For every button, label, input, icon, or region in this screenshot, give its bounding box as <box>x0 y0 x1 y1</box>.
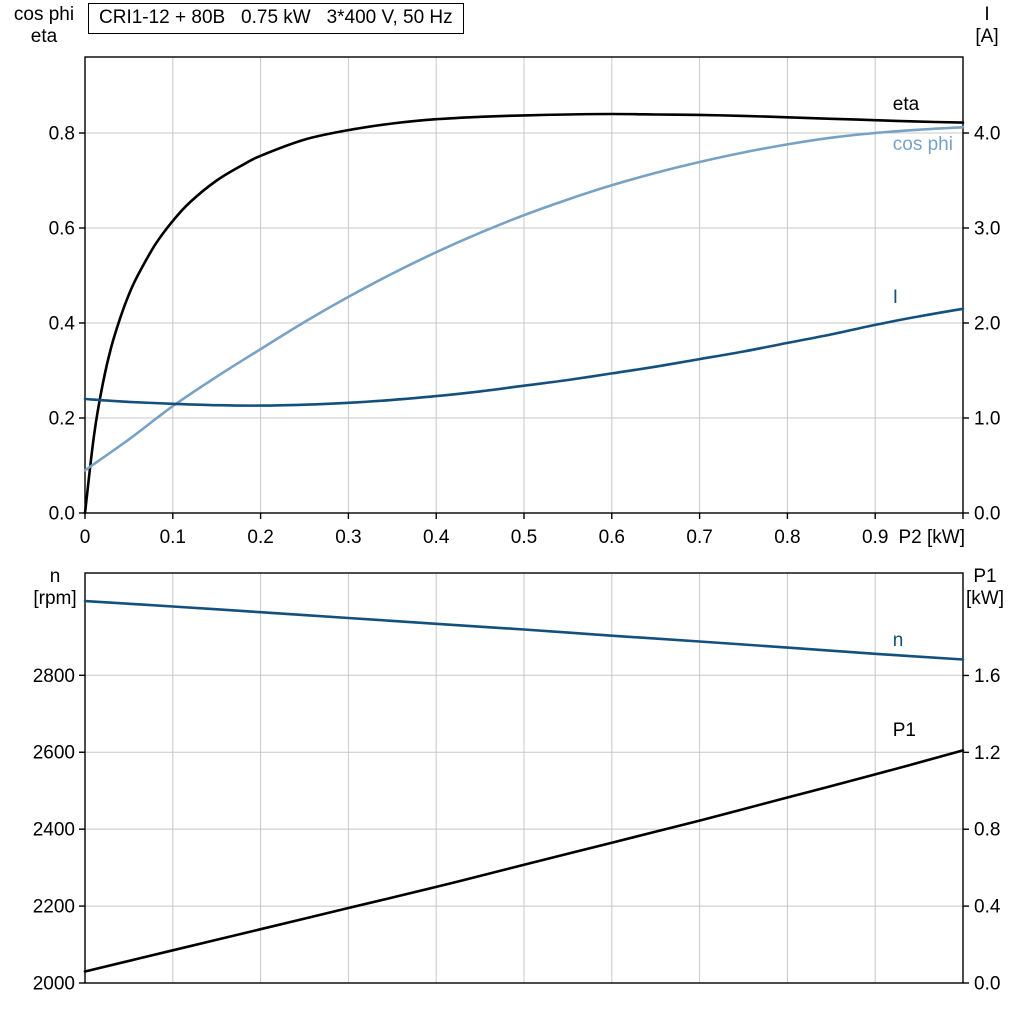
right-tick-label: 0.8 <box>974 820 1000 841</box>
x-tick-label: 0.3 <box>335 527 361 548</box>
x-tick-label: 0.1 <box>160 527 186 548</box>
right-tick-label: 1.2 <box>974 743 1000 764</box>
chart-1: 2000 2200 2400 2600 2800 0.0 0.4 0.8 1.2 1.6 n P1 <box>33 572 1001 995</box>
axis-label-line: n <box>49 566 61 587</box>
series-label-eta: eta <box>893 94 920 115</box>
series-label-P1: P1 <box>893 720 916 741</box>
series-curve-eta <box>83 112 965 515</box>
left-tick-label: 0.6 <box>49 219 75 240</box>
right-tick-label: 0.0 <box>974 974 1000 995</box>
series-label-n: n <box>893 630 904 651</box>
right-tick-label: 4.0 <box>974 124 1000 145</box>
right-tick-label: 2.0 <box>974 314 1000 335</box>
x-tick-label: 0.8 <box>774 527 800 548</box>
chart-0: 0.0 0.2 0.4 0.6 0.8 0.0 1.0 2.0 3.0 4.0 0 0.1 0.2 0.3… <box>49 56 1000 548</box>
left-tick-label: 2000 <box>33 974 75 995</box>
left-tick-label: 2200 <box>33 897 75 918</box>
axis-label-speed: n [rpm] <box>19 566 91 610</box>
series-curve-I <box>83 307 965 407</box>
x-tick-label: 0.6 <box>599 527 625 548</box>
right-tick-label: 0.0 <box>974 504 1000 525</box>
axis-label-line: [A] <box>975 26 999 47</box>
series-curve-P1 <box>83 749 965 973</box>
series-label-I: I <box>893 287 898 308</box>
series-curve-cos-phi <box>83 126 965 472</box>
right-tick-label: 1.6 <box>974 666 1000 687</box>
axis-label-line: P1 <box>973 566 997 587</box>
right-tick-label: 0.4 <box>974 897 1001 918</box>
plot-frame <box>84 572 964 984</box>
axis-label-line: cos phi <box>13 4 75 25</box>
axis-label-p1: P1 [kW] <box>954 566 1016 610</box>
axis-label-line: eta <box>30 26 58 47</box>
left-tick-label: 0.2 <box>49 409 75 430</box>
x-tick-label: 0.4 <box>423 527 450 548</box>
x-axis-label: P2 [kW] <box>898 527 965 548</box>
series-curve-n <box>83 599 965 661</box>
axis-label-current: I [A] <box>958 4 1016 48</box>
axis-label-cosphi-eta: cos phi eta <box>6 4 82 48</box>
chart-title-box: CRI1-12 + 80B 0.75 kW 3*400 V, 50 Hz <box>88 3 464 34</box>
left-tick-label: 0.4 <box>49 314 76 335</box>
left-tick-label: 0.0 <box>49 504 75 525</box>
x-tick-label: 0 <box>80 527 91 548</box>
series-label-cos-phi: cos phi <box>893 134 953 155</box>
left-tick-label: 2800 <box>33 666 75 687</box>
x-tick-label: 0.2 <box>247 527 273 548</box>
x-tick-label: 0.9 <box>862 527 888 548</box>
axis-label-line: I <box>984 4 990 25</box>
x-tick-label: 0.5 <box>511 527 537 548</box>
right-tick-label: 3.0 <box>974 219 1000 240</box>
axis-label-line: [kW] <box>966 588 1004 609</box>
axis-label-line: [rpm] <box>33 588 77 609</box>
left-tick-label: 2600 <box>33 743 75 764</box>
x-tick-label: 0.7 <box>686 527 712 548</box>
right-tick-label: 1.0 <box>974 409 1000 430</box>
left-tick-label: 0.8 <box>49 124 75 145</box>
left-tick-label: 2400 <box>33 820 75 841</box>
